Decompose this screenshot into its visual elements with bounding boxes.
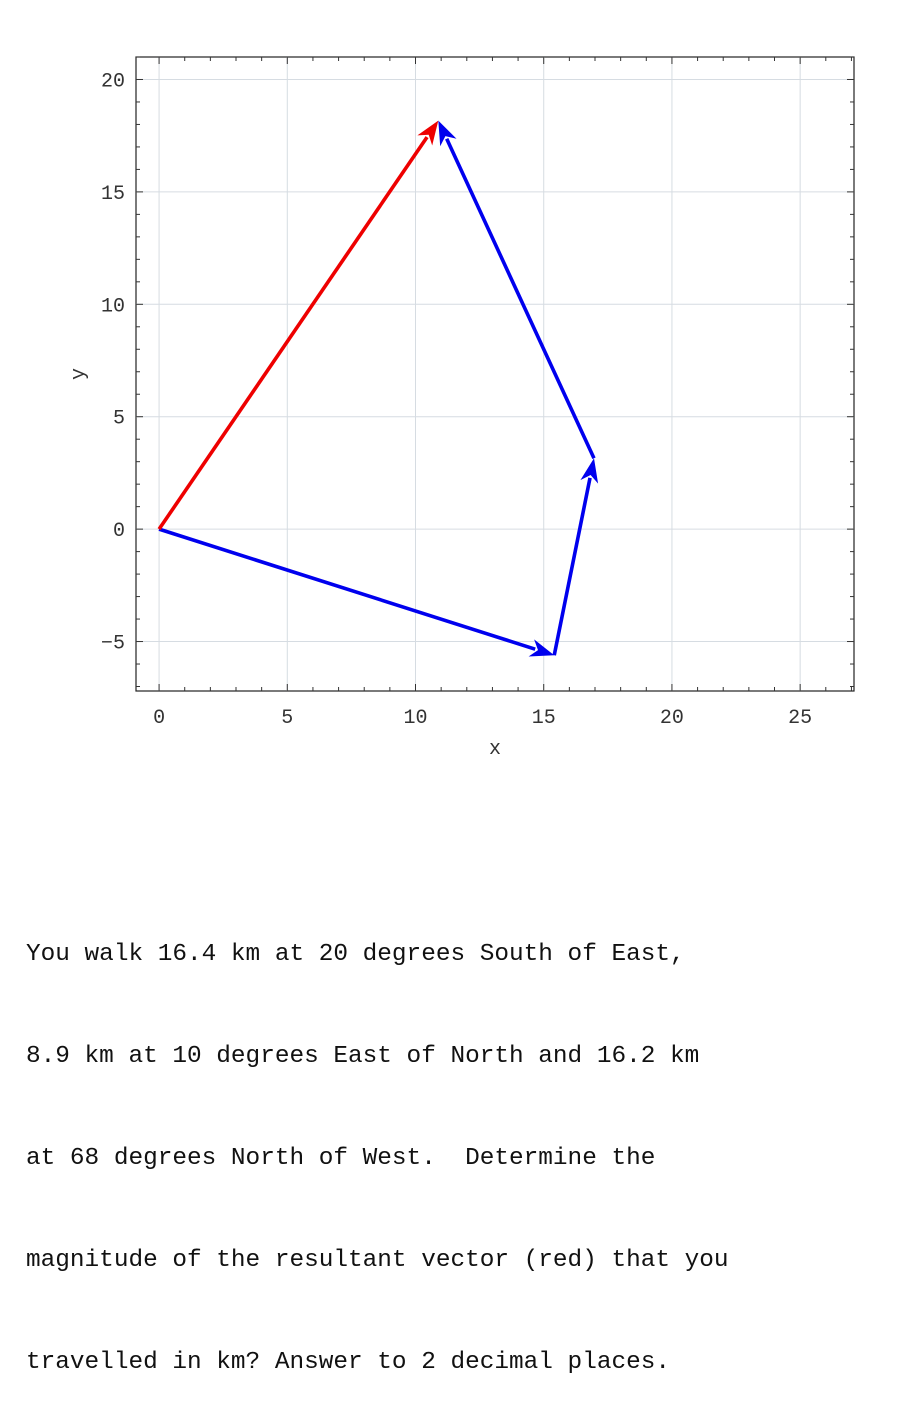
vector-shaft [157,136,429,531]
vector-shaft [158,527,536,651]
question-text: You walk 16.4 km at 20 degrees South of … [26,870,886,1414]
grid-lines [136,57,854,691]
tick-labels: 0 5 10 15 20 25 −5 0 5 10 15 20 [101,70,812,730]
y-axis-label: y [68,368,91,380]
arrowhead [580,458,599,484]
vectors [157,120,599,657]
component-vector [552,458,599,656]
vector-chart: 0 5 10 15 20 25 −5 0 5 10 15 20 x y [68,56,855,761]
component-vector [438,120,596,460]
x-tick-label: 5 [281,707,293,730]
y-tick-label: 20 [101,70,125,93]
x-tick-label: 10 [403,707,427,730]
question-line: travelled in km? Answer to 2 decimal pla… [26,1349,671,1376]
x-tick-label: 25 [788,707,812,730]
question-line: You walk 16.4 km at 20 degrees South of … [26,941,685,968]
y-tick-label: 0 [113,520,125,543]
y-tick-label: −5 [101,633,125,656]
x-axis-label: x [489,738,501,761]
question-line: 8.9 km at 10 degrees East of North and 1… [26,1043,700,1070]
vector-shaft [445,138,596,460]
arrowhead [528,639,555,657]
arrowhead [417,120,439,146]
y-tick-label: 10 [101,295,125,318]
question-line: at 68 degrees North of West. Determine t… [26,1145,656,1172]
y-tick-label: 5 [113,408,125,431]
vector-shaft [552,477,592,656]
axis-ticks [136,56,854,691]
plot-frame [135,56,855,692]
x-tick-label: 0 [153,707,165,730]
x-tick-label: 15 [532,707,556,730]
resultant-vector [157,120,439,531]
arrowhead [438,120,457,147]
x-tick-label: 20 [660,707,684,730]
question-line: magnitude of the resultant vector (red) … [26,1247,729,1274]
component-vector [158,527,555,657]
y-tick-label: 15 [101,183,125,206]
